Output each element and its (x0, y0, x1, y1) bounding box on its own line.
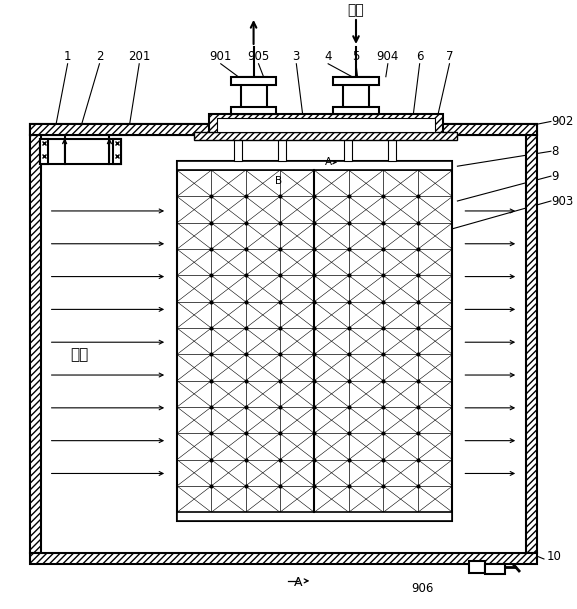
Text: A: A (294, 576, 302, 590)
Bar (40, 139, 121, 164)
Text: 903: 903 (551, 194, 573, 208)
Text: 10: 10 (547, 549, 562, 563)
Bar (485, 564, 505, 574)
Text: 6: 6 (416, 51, 424, 63)
Bar (41, 135, 526, 553)
Text: B: B (275, 176, 282, 186)
Bar (30, 124, 537, 135)
Bar (469, 561, 485, 573)
Bar (177, 512, 452, 521)
Text: 8: 8 (551, 145, 559, 158)
Bar (177, 161, 452, 521)
Bar (241, 77, 267, 114)
Bar (388, 136, 396, 161)
Text: 4: 4 (324, 51, 332, 63)
Bar (231, 107, 276, 114)
Bar (177, 161, 452, 170)
Text: 901: 901 (209, 51, 232, 63)
Bar (217, 119, 434, 132)
Bar (30, 553, 537, 564)
Bar (30, 135, 41, 553)
Text: 201: 201 (128, 51, 151, 63)
Text: 9: 9 (551, 170, 559, 183)
Bar (30, 124, 537, 135)
Bar (526, 135, 537, 553)
Bar (333, 107, 379, 114)
Text: 液体: 液体 (347, 3, 365, 17)
Text: A: A (325, 157, 332, 167)
Bar (234, 136, 242, 161)
Text: 905: 905 (248, 51, 269, 63)
Bar (278, 136, 286, 161)
Bar (113, 139, 121, 164)
Bar (40, 139, 48, 164)
Text: 3: 3 (293, 51, 300, 63)
Text: 气体: 气体 (70, 348, 89, 362)
Text: 2: 2 (96, 51, 103, 63)
Text: 902: 902 (551, 115, 574, 128)
Bar (231, 77, 276, 85)
Bar (343, 77, 369, 114)
Bar (194, 132, 458, 140)
Text: 7: 7 (445, 51, 453, 63)
Text: 906: 906 (411, 582, 434, 596)
Text: 1: 1 (64, 51, 72, 63)
Text: 904: 904 (377, 51, 399, 63)
Bar (333, 77, 379, 85)
Bar (344, 136, 352, 161)
Text: 5: 5 (353, 51, 359, 63)
Bar (209, 114, 443, 136)
